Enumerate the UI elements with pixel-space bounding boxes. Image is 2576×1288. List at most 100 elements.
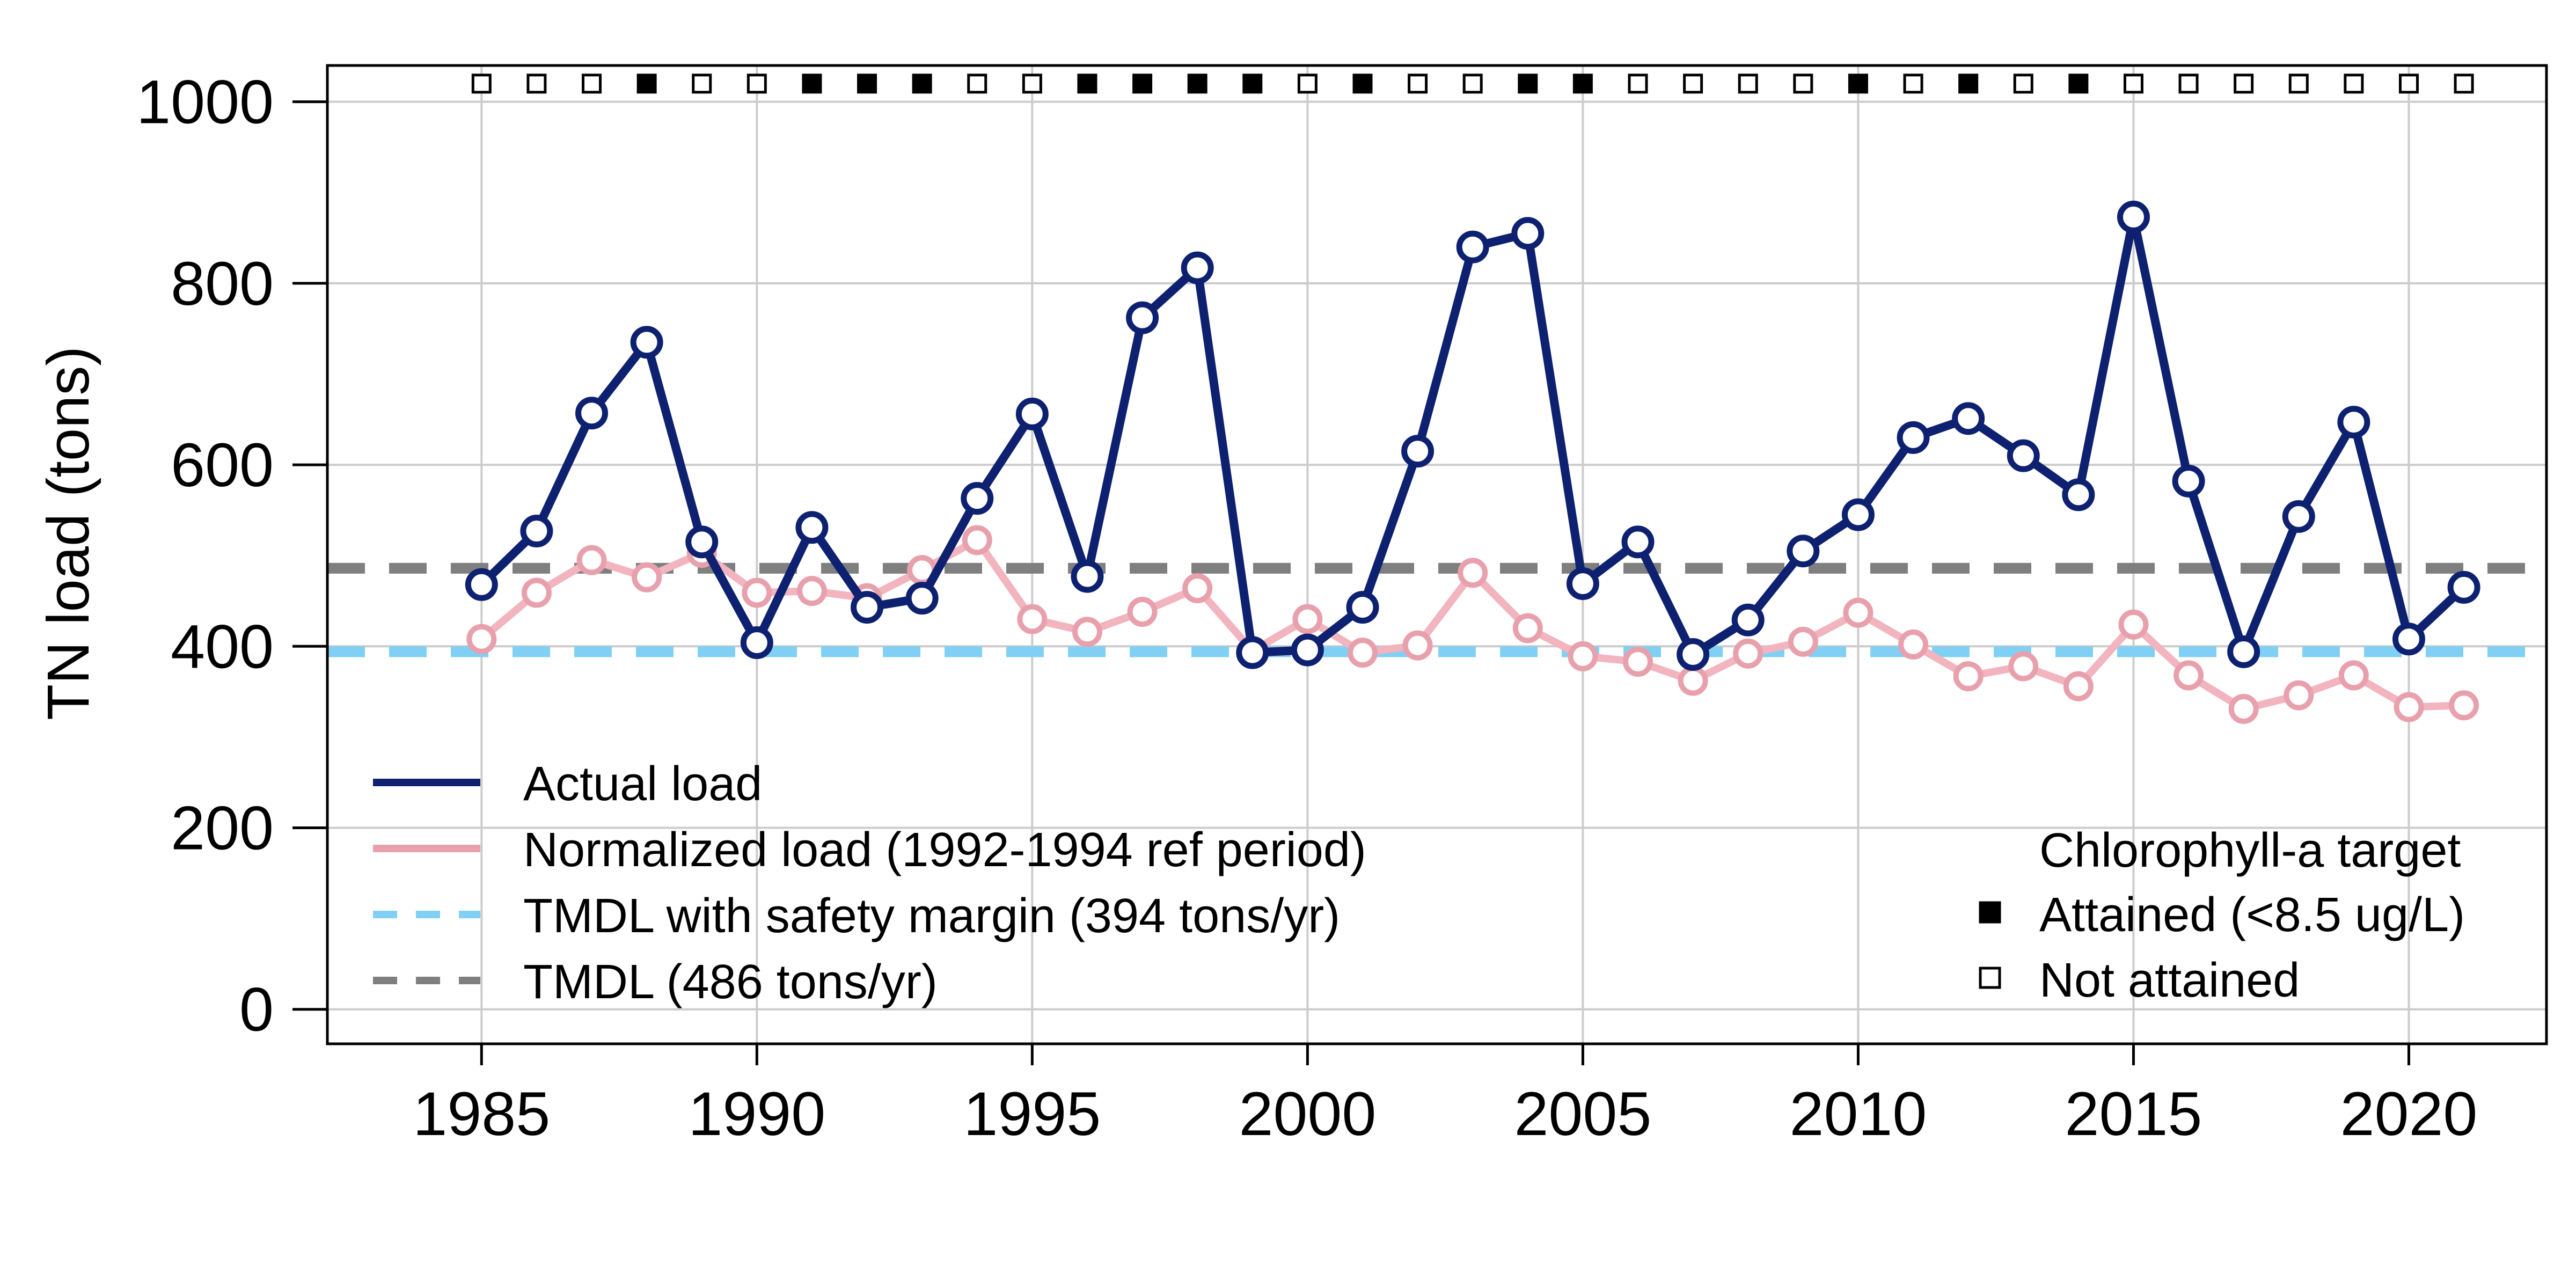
legend-attained-label: Attained (<8.5 ug/L)	[2039, 888, 2465, 942]
normalized-load-point	[1347, 638, 1378, 668]
chlorophyll-attained-marker	[1187, 74, 1208, 94]
chlorophyll-attained-marker	[636, 74, 657, 94]
chlorophyll-not-attained-marker	[2234, 74, 2254, 94]
normalized-load-point	[2228, 693, 2259, 724]
chlorophyll-not-attained-marker	[2013, 74, 2033, 94]
actual-load-point	[2007, 439, 2040, 472]
actual-load-point	[1291, 633, 1324, 667]
chlorophyll-not-attained-marker	[1903, 74, 1923, 94]
actual-load-point	[2062, 478, 2095, 511]
actual-load-point	[2117, 200, 2150, 233]
normalized-load-point	[632, 562, 662, 592]
y-tick-label: 0	[239, 976, 274, 1044]
chlorophyll-legend-title: Chlorophyll-a target	[2039, 824, 2461, 877]
chlorophyll-markers	[471, 74, 2474, 94]
actual-load-point	[905, 582, 939, 615]
chlorophyll-not-attained-marker	[2288, 74, 2309, 94]
chlorophyll-attained-marker	[1572, 74, 1593, 94]
actual-load-point	[1015, 397, 1049, 430]
actual-load-point	[1731, 603, 1765, 636]
x-tick-label: 2020	[2340, 1080, 2478, 1148]
x-tick-label: 1995	[963, 1080, 1101, 1148]
normalized-load-point	[1623, 647, 1653, 677]
actual-load-point	[1897, 421, 1930, 454]
actual-load-point	[851, 591, 884, 624]
actual-load-point	[1511, 217, 1545, 250]
legend-tmdl-safety-label: TMDL with safety margin (394 tons/yr)	[523, 889, 1340, 943]
normalized-load-point	[2008, 651, 2039, 682]
normalized-load-point	[1458, 558, 1488, 588]
y-axis-label: TN load (tons)	[35, 346, 101, 720]
actual-load-point	[1071, 560, 1104, 593]
normalized-load-point	[1182, 573, 1213, 604]
chlorophyll-attained-marker	[857, 74, 877, 94]
chlorophyll-not-attained-marker	[1793, 74, 1813, 94]
chlorophyll-not-attained-marker	[1628, 74, 1648, 94]
chlorophyll-not-attained-marker	[1738, 74, 1758, 94]
x-tick-label: 2015	[2065, 1080, 2202, 1148]
actual-load-point	[630, 326, 663, 359]
actual-load-point	[2447, 570, 2480, 604]
normalized-load-point	[1788, 626, 1818, 657]
legend-not-attained-label: Not attained	[2039, 954, 2300, 1007]
chlorophyll-attained-marker	[2068, 74, 2089, 94]
normalized-load-point	[2449, 690, 2479, 721]
x-tick-label: 1990	[688, 1080, 825, 1148]
chlorophyll-not-attained-marker	[471, 74, 492, 94]
chlorophyll-not-attained-marker	[2344, 74, 2364, 94]
actual-load-point	[2227, 635, 2260, 668]
actual-load-point	[575, 397, 609, 430]
normalized-load-point	[576, 545, 607, 575]
actual-load-point	[1621, 525, 1655, 559]
axes: 1985 1990 1995 2000 2005 2010 2015 2020 0 200 400 6…	[136, 68, 2477, 1148]
actual-load-point	[1787, 535, 1820, 568]
chlorophyll-not-attained-marker	[692, 74, 712, 94]
normalized-load-point	[2394, 692, 2424, 722]
actual-load-point	[685, 525, 719, 559]
chlorophyll-attained-marker	[1518, 74, 1538, 94]
normalized-load-point	[521, 577, 552, 608]
chlorophyll-attained-marker	[1077, 74, 1097, 94]
actual-load-point	[2282, 500, 2315, 533]
actual-load-point	[2392, 623, 2425, 656]
normalized-load-point	[1568, 641, 1598, 671]
legend-tmdl-label: TMDL (486 tons/yr)	[523, 955, 938, 1009]
chlorophyll-not-attained-marker	[582, 74, 602, 94]
actual-load-point	[1456, 230, 1489, 264]
chlorophyll-not-attained-marker	[526, 74, 547, 94]
normalized-load-point	[2118, 609, 2149, 640]
actual-load-point	[465, 568, 498, 601]
chlorophyll-not-attained-marker	[1408, 74, 1428, 94]
chlorophyll-attained-marker	[802, 74, 822, 94]
y-tick-label: 400	[171, 612, 274, 681]
normalized-load-point	[796, 576, 827, 606]
plot-frame	[326, 64, 2548, 1045]
actual-load-point	[1841, 498, 1875, 531]
chlorophyll-not-attained-marker	[1462, 74, 1483, 94]
chlorophyll-attained-marker	[1958, 74, 1979, 94]
chlorophyll-not-attained-marker	[2123, 74, 2143, 94]
actual-load-point	[1401, 435, 1435, 468]
chlorophyll-not-attained-marker	[2178, 74, 2199, 94]
y-tick-label: 600	[171, 431, 274, 500]
actual-load-point	[1677, 638, 1710, 671]
actual-load-point	[1236, 636, 1269, 669]
y-tick-label: 800	[171, 250, 274, 318]
actual-load-point	[1566, 567, 1599, 601]
x-tick-label: 2005	[1514, 1080, 1651, 1148]
actual-load-point	[740, 626, 773, 660]
y-tick-label: 200	[171, 794, 274, 863]
chlorophyll-attained-marker	[1352, 74, 1373, 94]
x-tick-label: 2000	[1239, 1080, 1376, 1148]
normalized-load-point	[1292, 604, 1323, 634]
normalized-load-point	[2174, 660, 2204, 691]
normalized-load-point	[1127, 597, 1158, 627]
normalized-load-point	[466, 624, 497, 654]
normalized-load-point	[1402, 630, 1433, 661]
legend-chlorophyll: Chlorophyll-a target Attained (<8.5 ug/L)…	[1979, 824, 2465, 1007]
legend-not-attained-swatch	[1979, 967, 2001, 989]
actual-load-point	[1346, 591, 1379, 624]
actual-load-point	[2337, 406, 2370, 439]
normalized-load-point	[2338, 660, 2369, 691]
